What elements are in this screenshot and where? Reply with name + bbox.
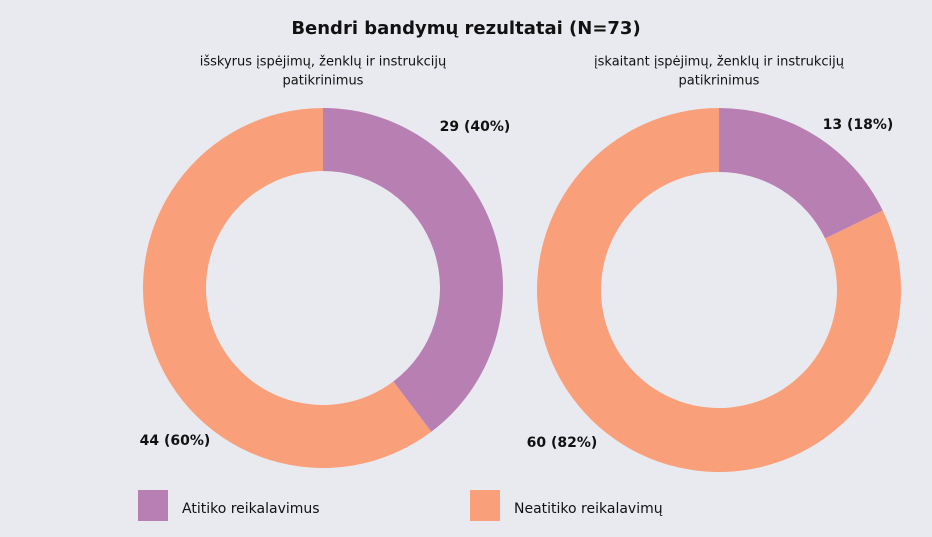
- donut-slice: [323, 108, 504, 432]
- subtitle: išskyrus įspėjimų, ženklų ir instrukcijų: [200, 55, 447, 70]
- subtitle: įskaitant įspėjimų, ženklų ir instrukcij…: [594, 55, 844, 70]
- donut-slice: [143, 108, 432, 468]
- subtitle: patikrinimus: [679, 74, 760, 89]
- legend-swatch: [138, 490, 168, 521]
- data-label: 60 (82%): [527, 435, 598, 451]
- legend-swatch: [470, 490, 500, 521]
- data-label: 44 (60%): [140, 433, 211, 449]
- donut-slice: [536, 108, 901, 472]
- legend-label: Atitiko reikalavimus: [182, 501, 320, 517]
- donut-slice: [719, 108, 883, 239]
- data-label: 29 (40%): [440, 119, 511, 135]
- chart-title: Bendri bandymų rezultatai (N=73): [291, 18, 640, 39]
- legend-label: Neatitiko reikalavimų: [514, 501, 663, 517]
- subtitle: patikrinimus: [283, 74, 364, 89]
- data-label: 13 (18%): [823, 117, 894, 133]
